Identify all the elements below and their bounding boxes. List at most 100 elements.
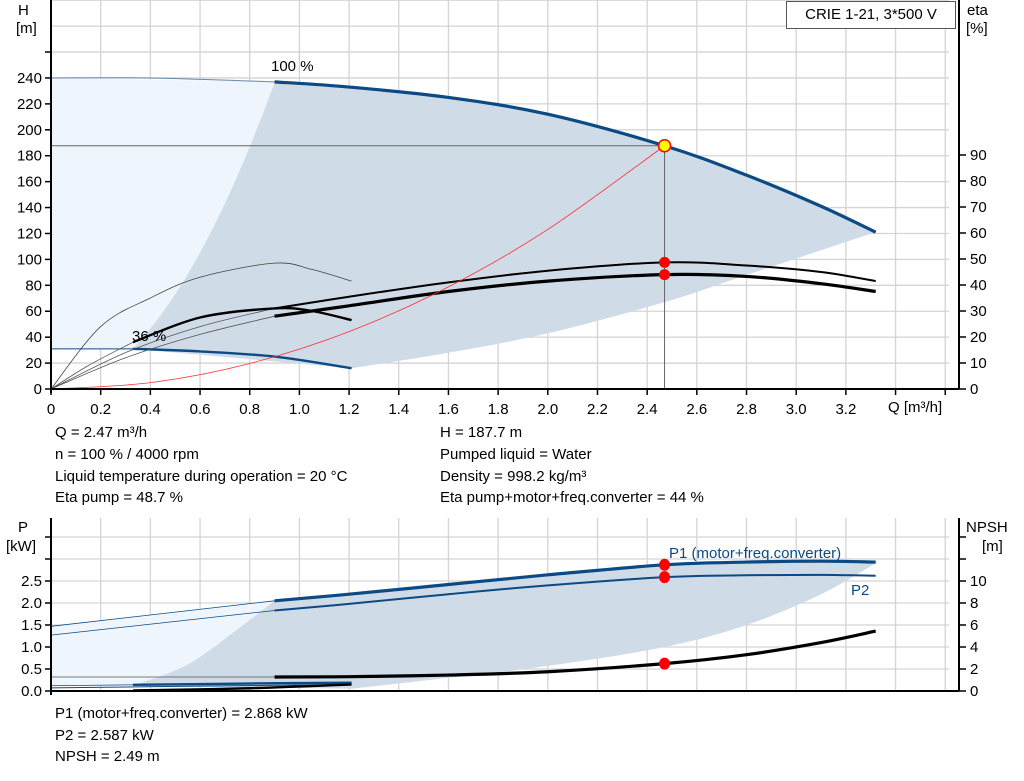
curve-p1-100 [274,559,876,603]
info-density: Density = 998.2 kg/m³ [440,468,587,485]
y-tick-label: 2.0 [21,595,42,612]
y2-tick-label: 60 [970,225,987,242]
x-tick-label: 1.8 [488,401,509,418]
y2-tick-label: 4 [970,639,978,656]
power-npsh-chart: 0.0 0.5 1.0 1.5 2.0 2.5 0 2 4 6 8 10 [21,518,987,700]
y-axis-label-p: P [18,519,29,536]
y2-tick-label: 10 [970,573,987,590]
duty-point-marker [657,138,672,153]
head-efficiency-chart: 0 0.2 0.4 0.6 0.8 1.0 1.2 1.4 1.6 1.8 2.0 2.2 2.4 2.6… [17,0,987,418]
y-axis-unit-h: [m] [16,20,37,37]
y-tick-label: 0 [34,381,42,398]
y-tick-label: 200 [17,122,42,139]
x-tick-label: 0.4 [140,401,161,418]
x-tick-label: 0.8 [239,401,260,418]
x-tick-label: 1.2 [339,401,360,418]
curve-npsh-36 [132,683,352,692]
y-tick-label: 40 [25,329,42,346]
x-tick-label: 3.2 [835,401,856,418]
info-head: H = 187.7 m [440,424,523,441]
curve-eta-total-100 [274,272,876,318]
curve-p1-36 [132,681,352,687]
chart-legend-title: CRIE 1-21, 3*500 V [786,1,956,29]
speed-label-100: 100 % [271,58,314,75]
info-eta-pump: Eta pump = 48.7 % [55,489,183,506]
y-axis-label-h: H [18,2,29,19]
y-tick-label: 0.5 [21,661,42,678]
x-tick-label: 0.6 [190,401,211,418]
curve-head-36 [132,347,352,370]
y-tick-label: 20 [25,355,42,372]
x-tick-label: 3.0 [786,401,807,418]
info-eta-total: Eta pump+motor+freq.converter = 44 % [440,489,704,506]
curve-eta-total-100-ext [50,315,275,390]
operating-area-region [132,81,876,369]
operating-area-region [132,561,876,689]
y-tick-label: 240 [17,70,42,87]
y2-axis-label-npsh: NPSH [966,519,1008,536]
x-tick-label: 2.2 [587,401,608,418]
y2-tick-label: 90 [970,147,987,164]
y2-axis-unit-eta: [%] [966,20,988,37]
x-tick-label: 2.6 [686,401,707,418]
curve-npsh-100 [274,629,877,679]
operating-point-marker [659,571,671,584]
curve-eta-pump-100-ext [50,308,275,390]
y-tick-label: 220 [17,96,42,113]
curve-eta-pump-36 [50,262,352,390]
operating-point-marker [659,269,671,281]
info-p1: P1 (motor+freq.converter) = 2.868 kW [55,705,308,722]
speed-label-36: 36 % [132,328,167,345]
y-tick-label: 160 [17,174,42,191]
x-tick-label: 1.0 [289,401,310,418]
series-label-p1: P1 (motor+freq.converter) [669,545,842,562]
y2-tick-label: 2 [970,661,978,678]
y2-tick-label: 0 [970,381,978,398]
x-tick-label: 2.0 [537,401,558,418]
x-tick-label: 2.8 [736,401,757,418]
series-label-p2: P2 [851,582,870,599]
x-axis-label: Q [m³/h] [888,399,943,416]
y2-tick-label: 50 [970,251,987,268]
y-tick-label: 120 [17,225,42,242]
y2-tick-label: 8 [970,595,978,612]
y-tick-label: 1.0 [21,639,42,656]
x-tick-label: 1.6 [438,401,459,418]
y2-axis-label-eta: eta [967,2,988,19]
extended-area-region [51,600,275,686]
curve-eta-total-36 [132,306,352,344]
y-tick-label: 60 [25,303,42,320]
operating-point-marker [659,256,671,268]
y2-tick-label: 0 [970,683,978,700]
y2-tick-label: 6 [970,617,978,634]
y-tick-label: 1.5 [21,617,42,634]
curve-p2-100-ext [50,610,275,636]
curve-eta-total-36-ext [50,341,134,390]
y-tick-label: 100 [17,251,42,268]
x-tick-label: 2.4 [637,401,658,418]
curve-head-100-ext [50,77,275,83]
y-tick-label: 80 [25,277,42,294]
curve-p1-100-ext [50,600,275,627]
info-temperature: Liquid temperature during operation = 20… [55,468,348,485]
x-tick-label: 1.4 [388,401,409,418]
info-p2: P2 = 2.587 kW [55,727,154,744]
y-tick-label: 180 [17,148,42,165]
curve-p2-100 [274,573,876,612]
y2-tick-label: 40 [970,277,987,294]
y-tick-label: 2.5 [21,573,42,590]
y2-axis-unit-npsh: [m] [982,538,1003,555]
curve-p1-36-ext [50,684,133,687]
operating-point-marker [659,558,671,571]
x-tick-label: 0.2 [90,401,111,418]
y-axis-unit-p: [kW] [6,538,36,555]
info-npsh: NPSH = 2.49 m [55,748,160,765]
curve-head-100 [274,80,877,234]
y2-tick-label: 20 [970,329,987,346]
info-speed: n = 100 % / 4000 rpm [55,446,199,463]
operating-point-marker [659,657,671,670]
y2-tick-label: 30 [970,303,987,320]
y2-tick-label: 80 [970,173,987,190]
y2-tick-label: 10 [970,355,987,372]
